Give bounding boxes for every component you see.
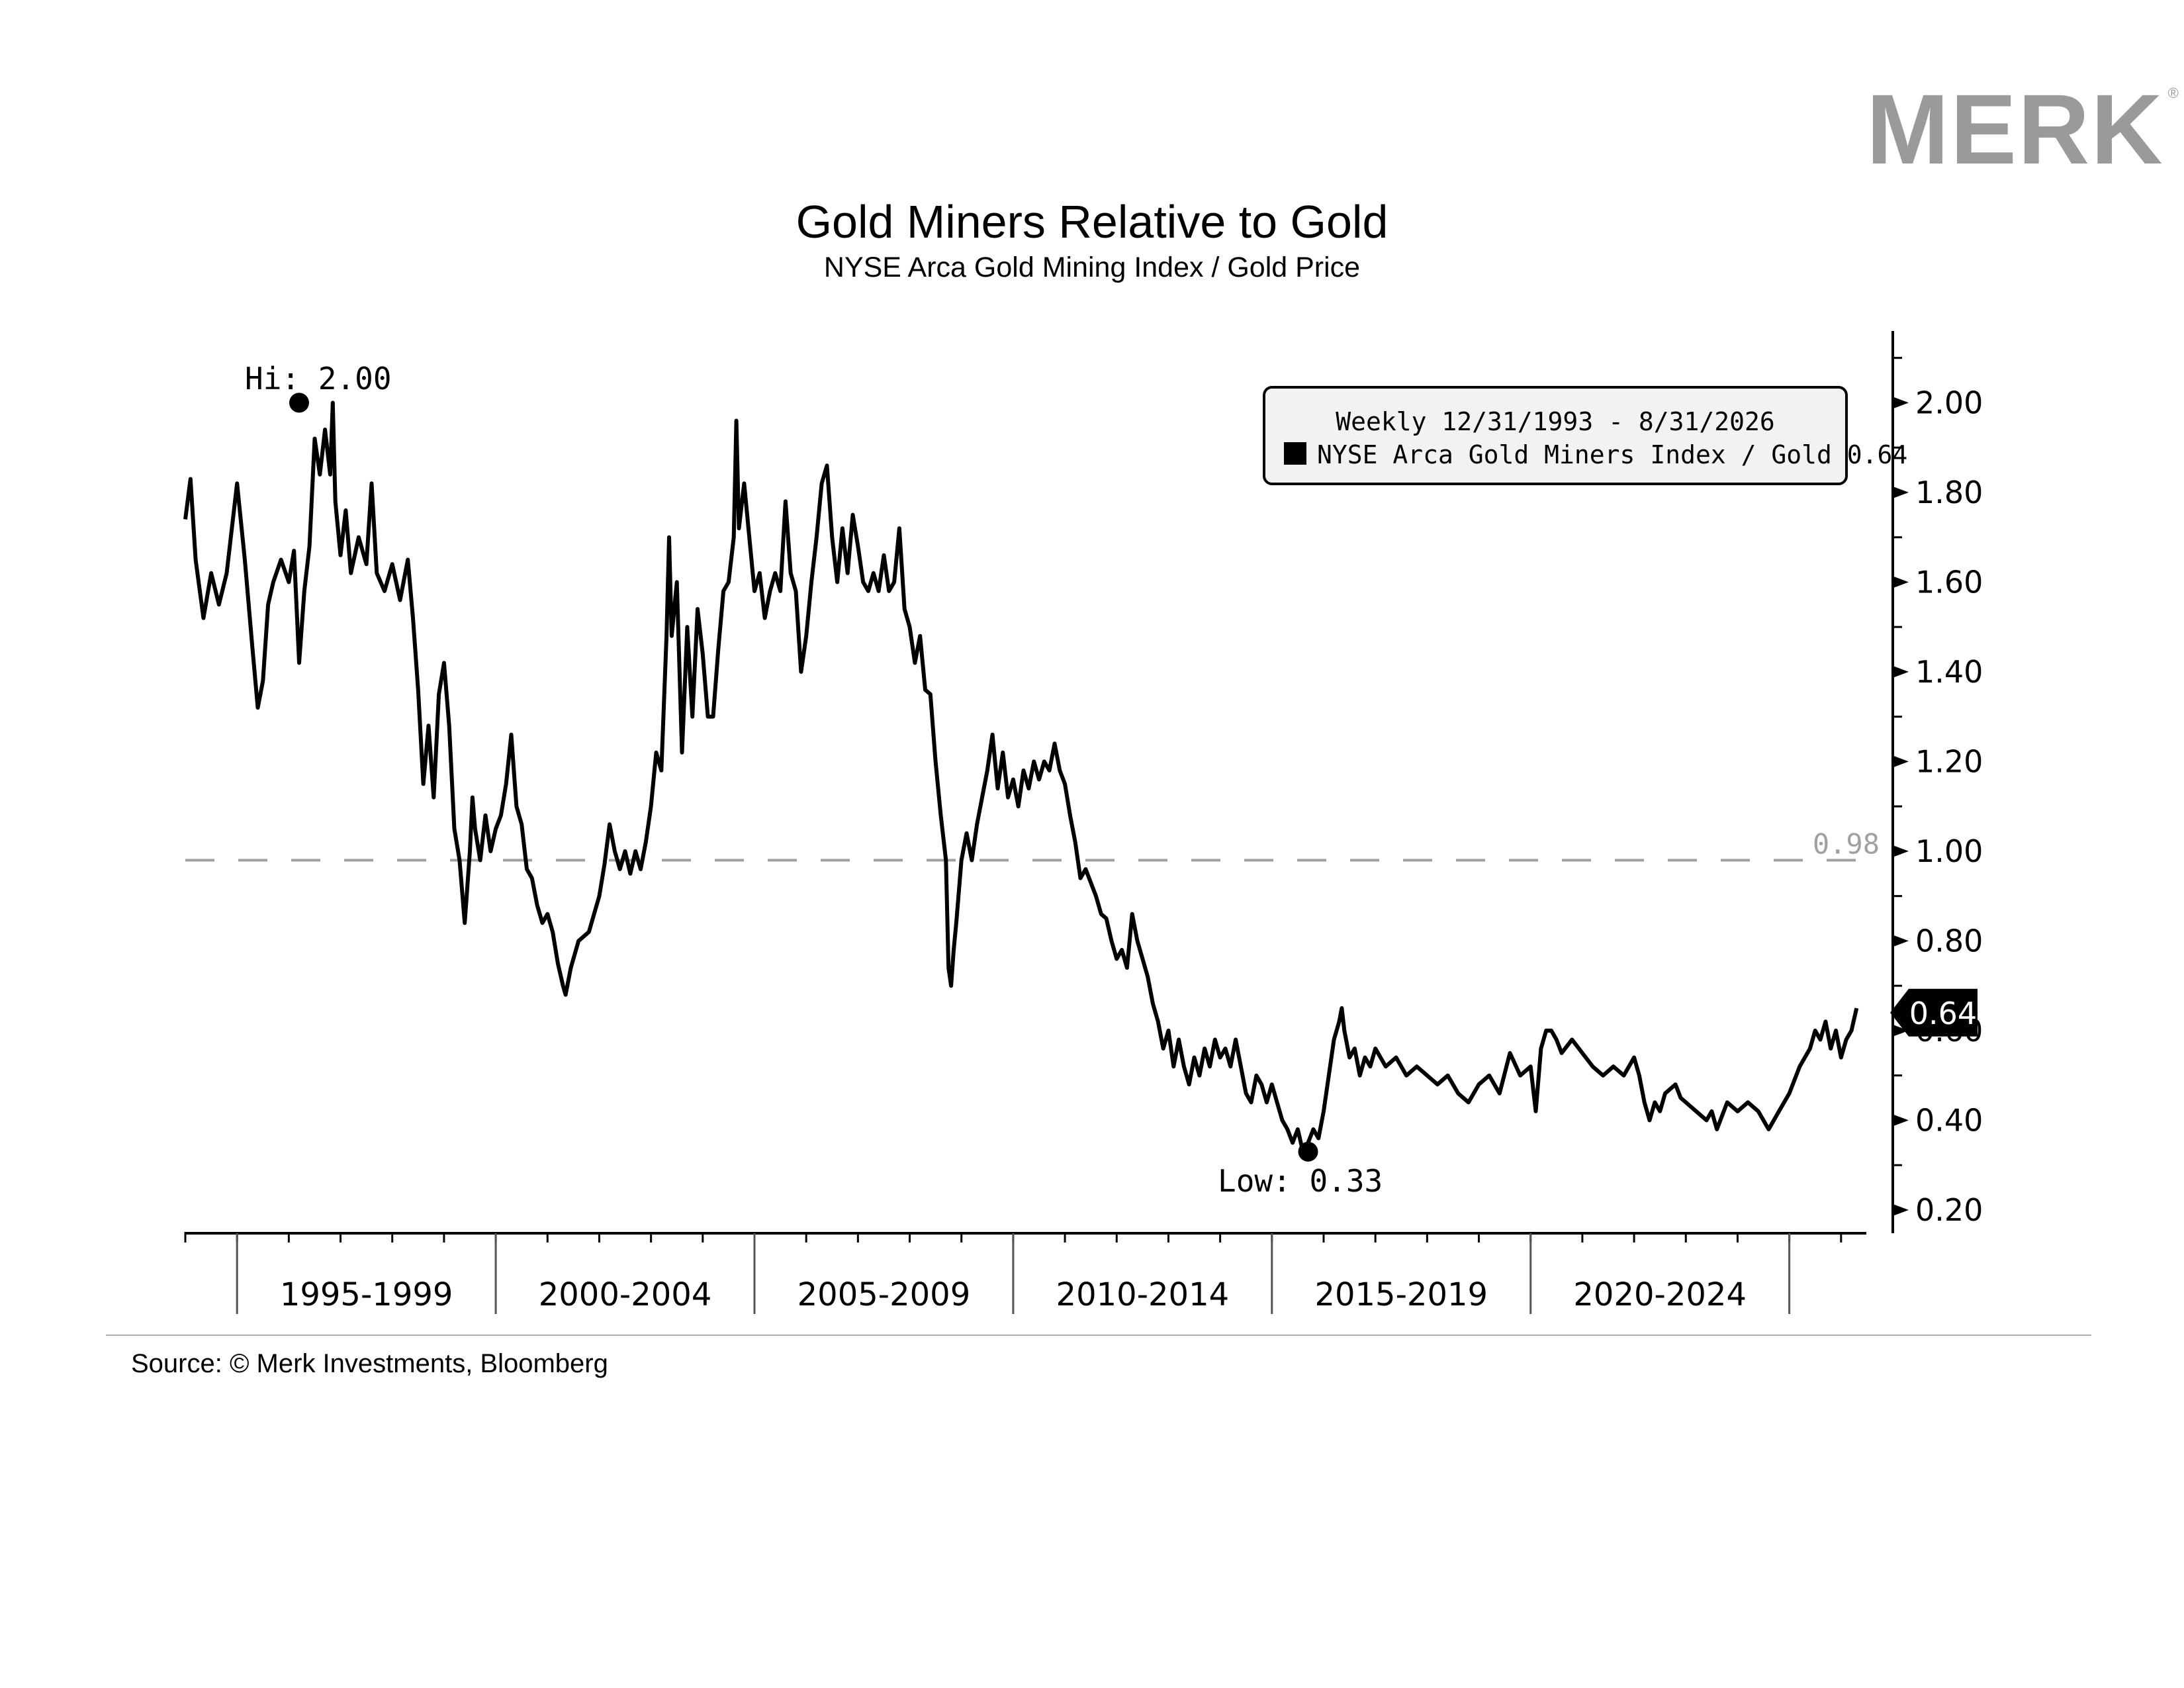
legend-entry: NYSE Arca Gold Miners Index / Gold 0.64 <box>1317 440 1907 469</box>
source-note: Source: © Merk Investments, Bloomberg <box>131 1349 608 1378</box>
high-point-label: Hi: 2.00 <box>245 361 392 397</box>
y-tick-label: 0.20 <box>1915 1192 1983 1228</box>
y-tick-label: 0.80 <box>1915 923 1983 959</box>
reference-line-label: 0.98 <box>1813 827 1880 860</box>
x-period-label: 2020-2024 <box>1573 1276 1747 1313</box>
y-tick <box>1893 576 1909 588</box>
y-tick <box>1893 935 1909 947</box>
y-tick <box>1893 755 1909 768</box>
reference-layer: 0.98 <box>185 827 1880 862</box>
y-tick <box>1893 1024 1909 1037</box>
legend-header: Weekly 12/31/1993 - 8/31/2026 <box>1336 407 1774 436</box>
footer-divider <box>106 1335 2091 1336</box>
chart-subtitle: NYSE Arca Gold Mining Index / Gold Price <box>823 252 1361 283</box>
series-line <box>183 400 1859 1154</box>
low-point-label: Low: 0.33 <box>1218 1163 1383 1199</box>
y-tick-label: 0.40 <box>1915 1102 1983 1138</box>
last-value-label: 0.64 <box>1909 996 1977 1031</box>
brand-name: MERK <box>1866 73 2164 185</box>
y-tick-label: 1.00 <box>1915 833 1983 869</box>
last-value-tag <box>1890 988 1978 1037</box>
y-tick-label: 1.80 <box>1915 475 1983 510</box>
y-tick-label: 1.40 <box>1915 654 1983 690</box>
y-tick <box>1893 1114 1909 1127</box>
x-period-label: 2010-2014 <box>1056 1276 1230 1313</box>
y-tick <box>1893 486 1909 498</box>
y-tick-label: 1.20 <box>1915 743 1983 779</box>
y-tick-label: 2.00 <box>1915 385 1983 420</box>
legend-swatch <box>1284 442 1306 465</box>
y-axis: 0.200.400.600.801.001.201.401.601.802.00 <box>1891 331 1983 1233</box>
chart-title: Gold Miners Relative to Gold <box>796 196 1388 248</box>
x-period-label: 2015-2019 <box>1314 1276 1488 1313</box>
low-point-marker <box>1298 1141 1318 1162</box>
annotation-layer: Hi: 2.00 Low: 0.33 0.64 <box>245 361 1978 1199</box>
x-axis: 1995-1999 2000-2004 2005-2009 2010-2014 2015… <box>184 1232 1866 1314</box>
legend: Weekly 12/31/1993 - 8/31/2026 NYSE Arca … <box>1263 386 1907 485</box>
series-layer <box>183 400 1859 1154</box>
y-tick <box>1893 665 1909 678</box>
y-tick <box>1893 845 1909 857</box>
merk-logo: MERK ® <box>1866 79 2179 179</box>
y-tick-label: 1.60 <box>1915 564 1983 600</box>
x-period-label: 2005-2009 <box>797 1276 971 1313</box>
y-tick <box>1893 1203 1909 1216</box>
x-period-label: 1995-1999 <box>280 1276 453 1313</box>
registered-mark: ® <box>2167 85 2180 101</box>
legend-box <box>1263 386 1848 485</box>
y-tick <box>1893 397 1909 409</box>
x-period-label: 2000-2004 <box>539 1276 712 1313</box>
high-point-marker <box>289 393 309 413</box>
